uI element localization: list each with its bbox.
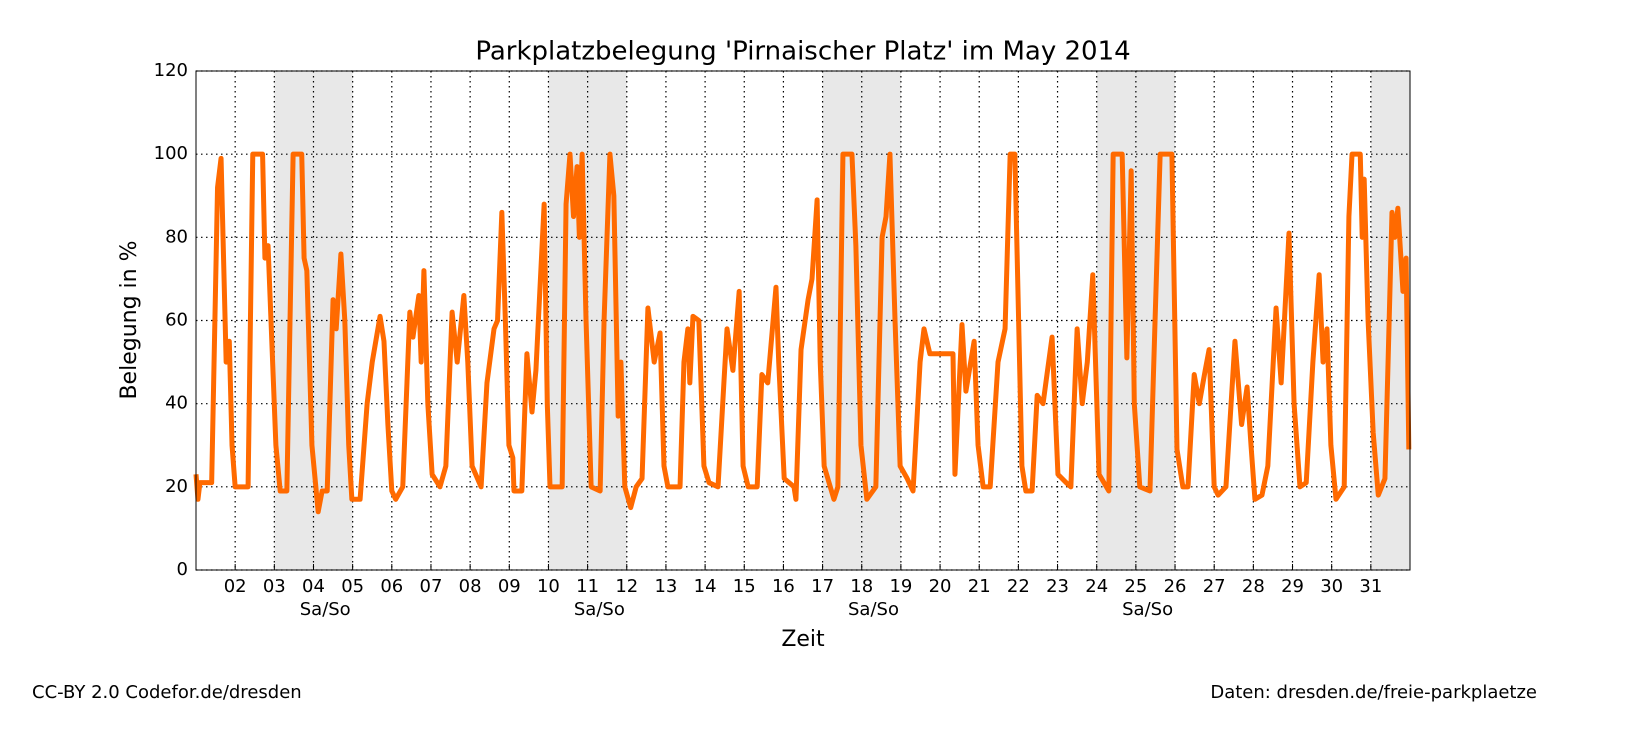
weekend-label: Sa/So bbox=[1122, 599, 1173, 620]
x-tick-label: 22 bbox=[1007, 576, 1030, 597]
x-tick-label: 30 bbox=[1320, 576, 1343, 597]
footer-right: Daten: dresden.de/freie-parkplaetze bbox=[1210, 682, 1537, 703]
x-tick-label: 24 bbox=[1085, 576, 1108, 597]
x-tick-label: 13 bbox=[654, 576, 677, 597]
x-tick-label: 18 bbox=[850, 576, 873, 597]
chart-title: Parkplatzbelegung 'Pirnaischer Platz' im… bbox=[475, 37, 1130, 67]
weekend-span bbox=[1096, 71, 1176, 570]
x-tick-label: 29 bbox=[1281, 576, 1304, 597]
x-tick-label: 25 bbox=[1124, 576, 1147, 597]
x-tick-label: 23 bbox=[1046, 576, 1069, 597]
y-tick-label: 120 bbox=[154, 60, 188, 81]
weekend-label: Sa/So bbox=[300, 599, 351, 620]
x-tick-label: 19 bbox=[889, 576, 912, 597]
x-axis-label: Zeit bbox=[781, 627, 825, 652]
weekend-label: Sa/So bbox=[848, 599, 899, 620]
x-tick-label: 02 bbox=[224, 576, 247, 597]
weekend-label: Sa/So bbox=[574, 599, 625, 620]
x-tick-label: 20 bbox=[929, 576, 952, 597]
y-tick-label: 0 bbox=[177, 559, 188, 580]
footer-left: CC-BY 2.0 Codefor.de/dresden bbox=[32, 682, 302, 703]
plot-frame bbox=[195, 70, 1411, 571]
x-tick-label: 28 bbox=[1242, 576, 1265, 597]
y-tick-label: 100 bbox=[154, 143, 188, 164]
data-line bbox=[193, 151, 1412, 515]
x-tick-label: 27 bbox=[1203, 576, 1226, 597]
x-tick-label: 14 bbox=[694, 576, 717, 597]
x-tick-label: 10 bbox=[537, 576, 560, 597]
x-tick-label: 06 bbox=[380, 576, 403, 597]
x-tick-label: 09 bbox=[498, 576, 521, 597]
x-tick-label: 11 bbox=[576, 576, 599, 597]
x-tick-label: 17 bbox=[811, 576, 834, 597]
x-tick-label: 15 bbox=[733, 576, 756, 597]
x-tick-label: 31 bbox=[1359, 576, 1382, 597]
x-tick-label: 08 bbox=[459, 576, 482, 597]
x-tick-label: 21 bbox=[968, 576, 991, 597]
x-tick-label: 12 bbox=[615, 576, 638, 597]
y-tick-label: 80 bbox=[165, 226, 188, 247]
y-tick-label: 60 bbox=[165, 310, 188, 331]
x-tick-label: 04 bbox=[302, 576, 325, 597]
x-tick-label: 26 bbox=[1164, 576, 1187, 597]
x-tick-label: 03 bbox=[263, 576, 286, 597]
x-tick-label: 07 bbox=[420, 576, 443, 597]
y-tick-label: 40 bbox=[165, 393, 188, 414]
y-axis-label: Belegung in % bbox=[117, 240, 142, 399]
x-tick-label: 16 bbox=[772, 576, 795, 597]
y-tick-label: 20 bbox=[165, 476, 188, 497]
x-tick-label: 05 bbox=[341, 576, 364, 597]
